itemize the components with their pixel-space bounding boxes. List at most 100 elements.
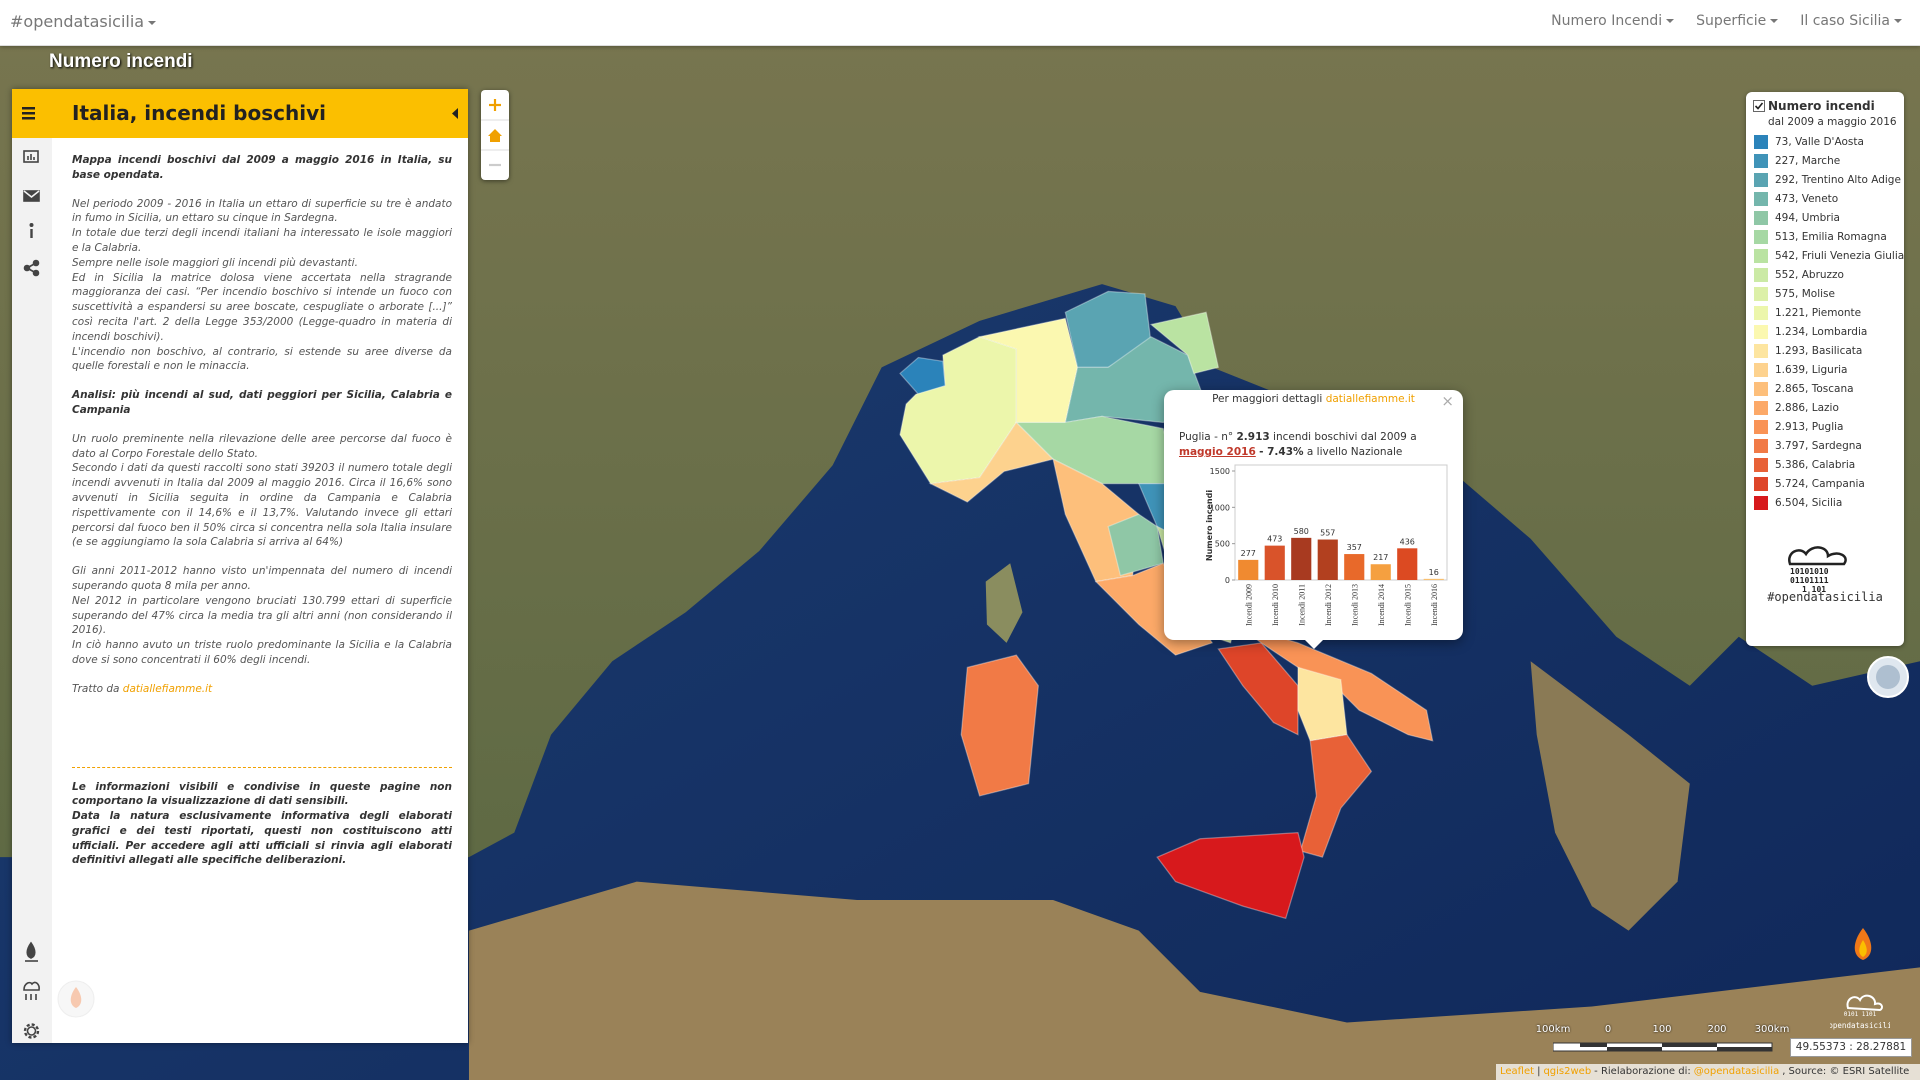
- legend-swatch: [1754, 173, 1768, 187]
- legend-checkbox[interactable]: [1753, 100, 1767, 114]
- legend-swatch: [1754, 287, 1768, 301]
- bar: [1344, 554, 1365, 580]
- legend-label: 473, Veneto: [1775, 193, 1839, 205]
- value-label: 557: [1320, 529, 1335, 538]
- legend-label: 513, Emilia Romagna: [1775, 231, 1887, 243]
- value-label: 473: [1267, 535, 1282, 544]
- legend-item: 473, Veneto: [1754, 191, 1838, 207]
- legend-item: 513, Emilia Romagna: [1754, 229, 1887, 245]
- bar: [1317, 539, 1338, 580]
- divider: [72, 766, 452, 768]
- nav-item[interactable]: Il caso Sicilia: [1800, 13, 1902, 29]
- attribution-part: , Source: © ESRI Satellite: [1782, 1066, 1910, 1077]
- legend-item: 1.234, Lombardia: [1754, 324, 1867, 340]
- scale-label: 100: [1652, 1024, 1672, 1035]
- popup: Per maggiori dettagli datiallefiamme.it …: [1164, 390, 1463, 649]
- legend-title: Numero incendi: [1768, 99, 1875, 113]
- nav-item[interactable]: Numero Incendi: [1551, 13, 1674, 29]
- scale-label: 200: [1707, 1024, 1727, 1035]
- basemap-switch[interactable]: [1866, 655, 1910, 699]
- svg-text:10101010: 10101010: [1790, 567, 1829, 576]
- scale-label: 300km: [1754, 1024, 1790, 1035]
- popup-count-suffix: incendi boschivi dal 2009 a: [1273, 431, 1417, 443]
- nav-item[interactable]: Superficie: [1696, 13, 1778, 29]
- legend: Numero incendi dal 2009 a maggio 2016 10…: [1746, 92, 1904, 646]
- paragraph: Nel periodo 2009 - 2016 in Italia un ett…: [72, 197, 452, 375]
- popup-period[interactable]: maggio 2016: [1179, 446, 1256, 458]
- attribution-part[interactable]: Leaflet: [1500, 1066, 1535, 1077]
- home-button[interactable]: [488, 129, 502, 142]
- legend-swatch: [1754, 344, 1768, 358]
- zoom-in[interactable]: [489, 99, 501, 111]
- legend-swatch: [1754, 439, 1768, 453]
- legend-label: 575, Molise: [1775, 288, 1835, 300]
- scale-bar: [1553, 1042, 1773, 1052]
- settings-icon[interactable]: [23, 1023, 40, 1039]
- corner-logos: 0101 1101 #opendatasicilia: [1830, 928, 1890, 1030]
- popup-close[interactable]: ×: [1441, 392, 1454, 410]
- legend-swatch: [1754, 249, 1768, 263]
- heading: Analisi: più incendi al sud, dati peggio…: [72, 389, 452, 416]
- legend-subtitle: dal 2009 a maggio 2016: [1768, 116, 1897, 128]
- value-label: 436: [1400, 537, 1415, 546]
- legend-swatch: [1754, 363, 1768, 377]
- nav-menu: Numero Incendi Superficie Il caso Sicilia: [1551, 13, 1902, 29]
- info-icon[interactable]: [29, 223, 34, 238]
- fire-badge: [57, 980, 95, 1018]
- legend-item: 227, Marche: [1754, 153, 1840, 169]
- legend-swatch: [1754, 325, 1768, 339]
- menu-icon[interactable]: [22, 107, 35, 120]
- bar: [1397, 548, 1418, 580]
- popup-share-suffix: a livello Nazionale: [1306, 446, 1403, 458]
- legend-swatch: [1754, 268, 1768, 282]
- attribution-part[interactable]: @opendatasicilia: [1693, 1066, 1780, 1077]
- popup-tip: [1304, 639, 1324, 649]
- legend-label: 5.724, Campania: [1775, 478, 1865, 490]
- source: Tratto da datiallefiamme.it: [72, 682, 452, 697]
- sentence: In totale due terzi degli incendi italia…: [72, 227, 452, 254]
- value-label: 16: [1429, 568, 1439, 577]
- svg-text:01101111: 01101111: [1790, 576, 1829, 585]
- legend-item: 5.724, Campania: [1754, 476, 1865, 492]
- attribution: Leaflet | qgis2web - Rielaborazione di: @ope…: [1496, 1064, 1920, 1080]
- x-tick-label: Incendi 2015: [1403, 584, 1412, 626]
- zoom-control: [481, 90, 509, 180]
- share-icon[interactable]: [23, 259, 40, 277]
- sidebar-header: Italia, incendi boschivi: [12, 89, 468, 138]
- value-label: 580: [1294, 527, 1309, 536]
- popup-link-prefix: Per maggiori dettagli: [1212, 393, 1323, 405]
- legend-swatch: [1754, 458, 1768, 472]
- mail-icon[interactable]: [23, 190, 40, 202]
- chart-icon[interactable]: [23, 150, 39, 163]
- plot-frame: [1234, 464, 1448, 581]
- legend-swatch: [1754, 477, 1768, 491]
- fire-icon[interactable]: [25, 941, 38, 962]
- attribution-part[interactable]: qgis2web: [1543, 1066, 1592, 1077]
- popup-text: Puglia - n° 2.913 incendi boschivi dal 2…: [1179, 430, 1449, 460]
- legend-swatch: [1754, 382, 1768, 396]
- sidebar-text: Mappa incendi boschivi dal 2009 a maggio…: [72, 153, 452, 882]
- legend-item: 494, Umbria: [1754, 210, 1840, 226]
- legend-item: 5.386, Calabria: [1754, 457, 1855, 473]
- legend-label: 552, Abruzzo: [1775, 269, 1844, 281]
- legend-item: 575, Molise: [1754, 286, 1835, 302]
- sentence: Sempre nelle isole maggiori gli incendi …: [72, 256, 358, 269]
- popup-chart: 0 500 1000 1500 Numero incendi Incendi 2009 27…: [1205, 464, 1448, 626]
- brand[interactable]: #opendatasicilia: [10, 12, 156, 31]
- sidebar-header-icons: [22, 107, 458, 120]
- sentence: Gli anni 2011-2012 hanno visto un'impenn…: [72, 565, 452, 592]
- y-tick-label: 1000: [1210, 503, 1230, 512]
- legend-label: 73, Valle D'Aosta: [1775, 136, 1864, 148]
- logo-icon[interactable]: [23, 981, 40, 1000]
- x-tick-label: Incendi 2009: [1244, 584, 1253, 626]
- source-link[interactable]: datiallefiamme.it: [122, 682, 213, 695]
- legend-item: 3.797, Sardegna: [1754, 438, 1862, 454]
- popup-link[interactable]: datiallefiamme.it: [1325, 393, 1415, 405]
- sentence: In ciò hanno avuto un triste ruolo predo…: [72, 639, 452, 666]
- scale-label: 100km: [1535, 1024, 1571, 1035]
- icon-strip: [12, 138, 52, 1043]
- x-tick-label: Incendi 2016: [1430, 584, 1439, 626]
- legend-item: 6.504, Sicilia: [1754, 495, 1842, 511]
- collapse-button[interactable]: [452, 108, 458, 119]
